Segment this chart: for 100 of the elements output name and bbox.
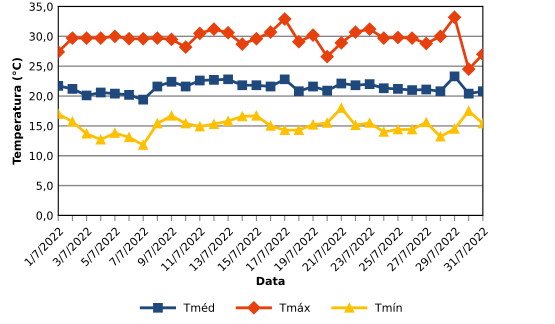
point xyxy=(378,83,389,94)
point xyxy=(348,26,362,39)
point xyxy=(150,32,164,45)
point xyxy=(180,118,191,128)
point xyxy=(421,117,432,128)
point xyxy=(378,127,389,137)
point xyxy=(250,32,263,46)
legend-label: Tmín xyxy=(374,302,402,312)
point xyxy=(68,116,78,127)
point xyxy=(110,128,120,138)
point xyxy=(420,36,433,50)
y-tick-label: 10,0 xyxy=(30,152,53,162)
point xyxy=(194,76,205,86)
point xyxy=(350,120,360,130)
point xyxy=(136,32,150,46)
point xyxy=(364,118,374,128)
point xyxy=(462,62,476,76)
point xyxy=(336,103,346,113)
point xyxy=(179,40,192,54)
point xyxy=(66,32,80,45)
y-tick-label: 30,0 xyxy=(30,32,53,42)
legend-label: Tmáx xyxy=(279,302,310,312)
point xyxy=(294,86,304,96)
point xyxy=(138,140,148,150)
point xyxy=(152,118,162,128)
point xyxy=(364,79,374,89)
point xyxy=(82,128,92,139)
point xyxy=(406,32,419,45)
point xyxy=(278,12,292,26)
point xyxy=(391,30,405,44)
point xyxy=(138,94,148,104)
point xyxy=(209,75,219,85)
point xyxy=(110,88,120,99)
point xyxy=(393,124,403,134)
point xyxy=(124,90,134,100)
point xyxy=(96,134,106,144)
point xyxy=(82,90,92,100)
point xyxy=(266,82,276,92)
point xyxy=(407,124,417,134)
point xyxy=(350,80,360,90)
point xyxy=(164,32,178,46)
point xyxy=(280,74,290,84)
point xyxy=(292,35,306,48)
y-tick-label: 15,0 xyxy=(30,122,53,132)
point xyxy=(421,84,432,94)
point xyxy=(407,85,417,95)
point xyxy=(166,76,176,87)
point xyxy=(464,106,474,116)
point xyxy=(450,124,460,134)
point xyxy=(464,88,474,99)
point xyxy=(264,26,278,39)
point xyxy=(322,86,332,96)
point xyxy=(252,110,262,121)
point xyxy=(236,38,249,51)
point xyxy=(322,118,332,128)
point xyxy=(194,122,205,132)
y-tick-label: 5,0 xyxy=(36,182,53,192)
point xyxy=(180,82,191,92)
point xyxy=(266,121,276,131)
y-tick-label: 25,0 xyxy=(29,62,53,72)
point xyxy=(393,84,403,94)
point xyxy=(436,86,446,96)
point xyxy=(96,88,106,98)
point xyxy=(209,119,219,129)
point xyxy=(450,71,460,82)
point xyxy=(193,26,206,40)
point xyxy=(377,32,390,45)
point xyxy=(306,28,320,42)
point xyxy=(108,30,122,43)
point xyxy=(222,26,235,40)
point xyxy=(237,80,248,90)
point xyxy=(122,32,136,46)
point xyxy=(152,82,162,92)
point xyxy=(336,78,346,88)
y-tick-label: 0,0 xyxy=(36,211,53,221)
y-tick-label: 20,0 xyxy=(29,92,53,102)
point xyxy=(94,32,108,45)
legend-label: Tméd xyxy=(183,302,214,312)
point xyxy=(68,84,78,94)
point xyxy=(207,22,221,36)
point xyxy=(320,50,334,64)
point xyxy=(166,110,176,121)
y-tick-label: 35,0 xyxy=(30,2,53,12)
point xyxy=(434,30,447,43)
point xyxy=(223,116,233,126)
point xyxy=(80,32,94,45)
point xyxy=(124,132,134,142)
x-axis-title: Data xyxy=(256,276,284,286)
point xyxy=(294,125,304,135)
point xyxy=(252,80,262,90)
point xyxy=(334,36,348,50)
point xyxy=(280,125,290,135)
point xyxy=(436,132,446,142)
point xyxy=(448,10,462,24)
y-axis-title: Temperatura (°C) xyxy=(12,58,24,165)
point xyxy=(308,82,318,92)
point xyxy=(363,22,376,36)
point xyxy=(308,120,318,130)
point xyxy=(223,74,233,84)
point xyxy=(237,111,248,122)
